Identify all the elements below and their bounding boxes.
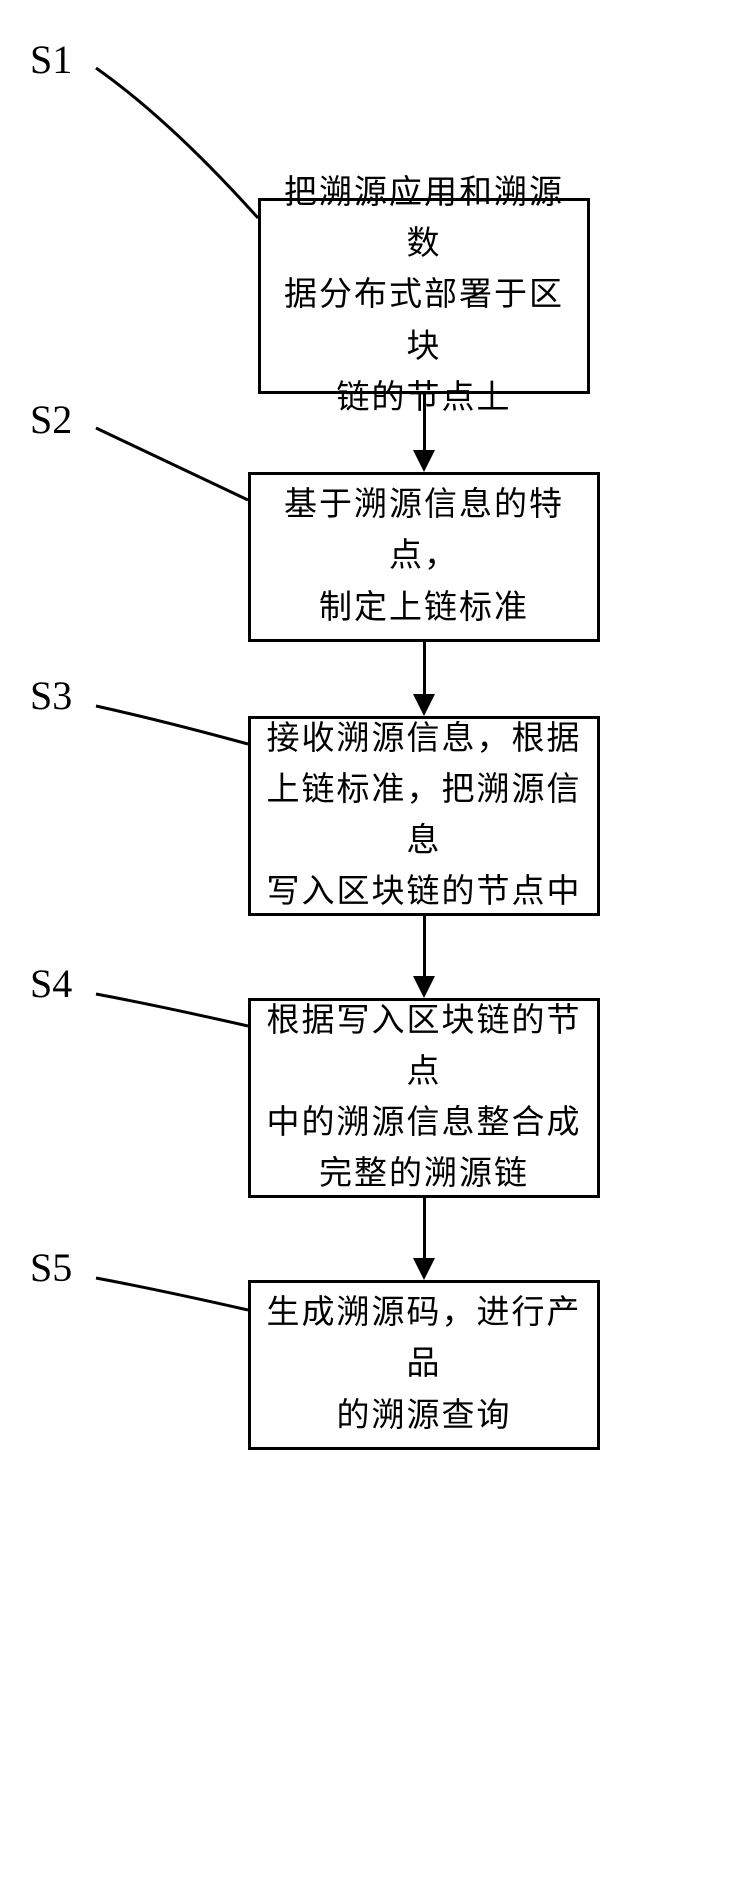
step-label-text-s5: S5 bbox=[30, 1245, 72, 1290]
pointer-s5 bbox=[0, 0, 745, 1887]
step-text-s5: 生成溯源码，进行产品 的溯源查询 bbox=[259, 1288, 589, 1441]
flowchart-container: S1 把溯源应用和溯源数 据分布式部署于区块 链的节点上 S2 基于溯源信息的特… bbox=[0, 0, 745, 1887]
step-label-s5: S5 bbox=[30, 1244, 72, 1291]
step-box-s5: 生成溯源码，进行产品 的溯源查询 bbox=[248, 1280, 600, 1450]
pointer-path-s5 bbox=[96, 1278, 248, 1310]
